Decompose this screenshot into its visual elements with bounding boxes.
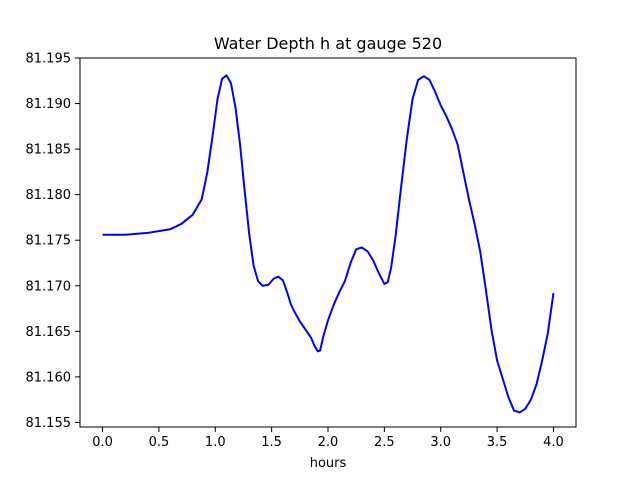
series-line-1 — [102, 74, 555, 414]
x-tick-label: 2.5 — [374, 435, 395, 450]
chart-title: Water Depth h at gauge 520 — [214, 34, 442, 53]
x-tick-label: 1.0 — [205, 435, 226, 450]
x-tick-label: 3.0 — [430, 435, 451, 450]
x-tick-label: 2.0 — [318, 435, 339, 450]
axis-ticks: 0.0 0.5 1.0 1.5 2.0 2.5 3.0 3.5 4.0 81.155 81.160 8… — [26, 52, 564, 451]
y-tick-label: 81.155 — [26, 416, 72, 431]
x-tick-label: 0.5 — [149, 435, 170, 450]
y-tick-label: 81.160 — [26, 370, 72, 385]
x-axis-label: hours — [310, 456, 347, 471]
y-tick-label: 81.165 — [26, 325, 72, 340]
axes-frame — [79, 57, 577, 428]
y-tick-label: 81.175 — [26, 234, 72, 249]
y-tick-label: 81.185 — [26, 143, 72, 158]
x-tick-label: 3.5 — [487, 435, 508, 450]
x-tick-label: 1.5 — [261, 435, 282, 450]
x-tick-label: 0.0 — [92, 435, 113, 450]
y-tick-label: 81.180 — [26, 188, 72, 203]
y-tick-label: 81.195 — [26, 52, 72, 67]
y-tick-label: 81.190 — [26, 97, 72, 112]
x-tick-label: 4.0 — [543, 435, 564, 450]
y-tick-label: 81.170 — [26, 279, 72, 294]
plot-area — [79, 57, 577, 428]
